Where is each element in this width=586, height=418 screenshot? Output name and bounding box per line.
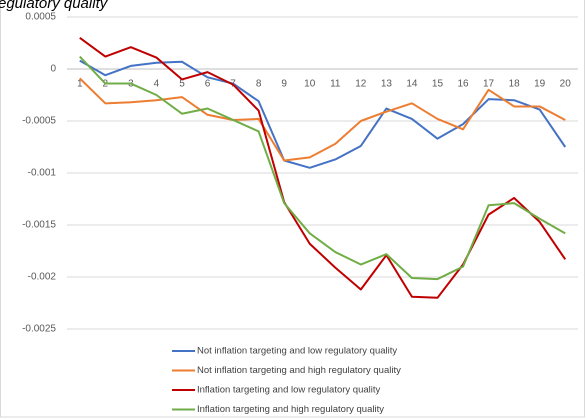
y-tick-label: -0.002: [28, 272, 57, 283]
x-tick-label: 16: [457, 79, 469, 90]
x-tick-label: 17: [483, 79, 495, 90]
x-tick-label: 15: [432, 79, 444, 90]
x-tick-label: 4: [154, 79, 160, 90]
x-tick-label: 1: [77, 79, 83, 90]
y-tick-label: -0.0005: [22, 116, 56, 127]
x-tick-label: 18: [509, 79, 521, 90]
series-line: [79, 36, 567, 299]
legend-label: Not inflation targeting and low regulato…: [197, 346, 397, 357]
legend-label: Not inflation targeting and high regulat…: [197, 365, 401, 376]
x-tick-label: 8: [256, 79, 262, 90]
x-tick-label: 11: [330, 79, 341, 90]
legend-label: Inflation targeting and low regulatory q…: [197, 385, 381, 396]
series-line: [79, 55, 566, 281]
y-tick-label: 0: [50, 64, 56, 75]
x-tick-label: 14: [406, 79, 418, 90]
y-tick-label: -0.001: [28, 168, 57, 179]
x-tick-label: 10: [304, 79, 316, 90]
x-tick-label: 6: [205, 79, 211, 90]
series-line: [79, 77, 566, 162]
x-tick-label: 12: [355, 79, 367, 90]
y-tick-label: -0.0025: [22, 324, 56, 335]
y-tick-label: -0.0015: [22, 220, 56, 231]
x-tick-label: 19: [534, 79, 546, 90]
x-tick-label: 13: [381, 79, 393, 90]
y-tick-label: 0.0005: [25, 12, 56, 23]
x-tick-label: 20: [560, 79, 572, 90]
x-tick-label: 5: [179, 79, 185, 90]
series-line: [79, 59, 567, 169]
chart-title: egulatory quality: [0, 0, 109, 12]
x-tick-label: 9: [281, 79, 287, 90]
legend-label: Inflation targeting and high regulatory …: [197, 404, 384, 415]
